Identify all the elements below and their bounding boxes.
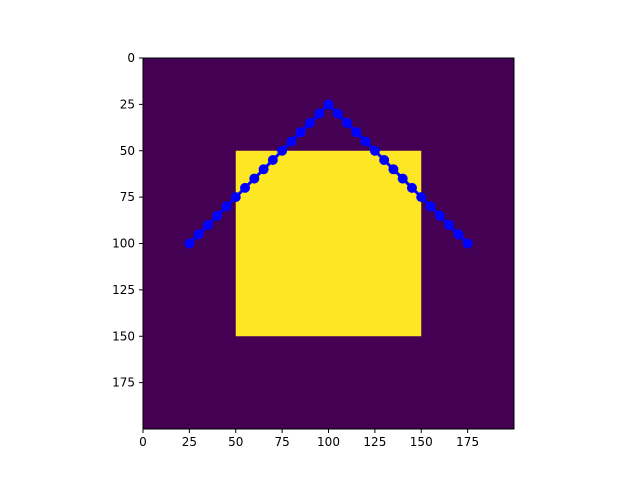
data-point (425, 201, 436, 212)
y-tick-label: 125 (112, 283, 135, 297)
data-point (388, 164, 399, 175)
x-tick-label: 150 (410, 435, 433, 449)
data-point (351, 127, 362, 138)
data-point (462, 238, 473, 249)
data-point (267, 155, 278, 166)
data-point (249, 173, 260, 184)
data-point (397, 173, 408, 184)
data-point (221, 201, 232, 212)
data-point (277, 145, 288, 156)
plot-area (143, 58, 514, 429)
data-point (406, 182, 417, 193)
x-tick-label: 25 (182, 435, 197, 449)
data-point (342, 117, 353, 128)
data-point (286, 136, 297, 147)
data-point (193, 229, 204, 240)
x-tick-label: 50 (228, 435, 243, 449)
data-point (304, 117, 315, 128)
data-point (434, 210, 445, 221)
data-point (332, 108, 343, 119)
x-axis: 0 25 50 75 100 125 150 175 (139, 429, 479, 449)
y-tick-label: 75 (120, 190, 135, 204)
data-point (258, 164, 269, 175)
data-point (314, 108, 325, 119)
data-point (184, 238, 195, 249)
y-tick-label: 0 (127, 51, 135, 65)
y-axis: 0 25 50 75 100 125 150 175 (112, 51, 143, 390)
data-point (444, 219, 455, 230)
y-tick-label: 150 (112, 329, 135, 343)
data-point (295, 127, 306, 138)
data-point (416, 192, 427, 203)
data-point (379, 155, 390, 166)
y-tick-label: 50 (120, 144, 135, 158)
data-point (360, 136, 371, 147)
x-tick-label: 0 (139, 435, 147, 449)
x-tick-label: 75 (274, 435, 289, 449)
data-point (240, 182, 251, 193)
y-tick-label: 175 (112, 376, 135, 390)
data-point (230, 192, 241, 203)
data-point (453, 229, 464, 240)
x-tick-label: 100 (317, 435, 340, 449)
y-tick-label: 25 (120, 97, 135, 111)
data-point (369, 145, 380, 156)
series-layer (184, 99, 473, 249)
data-point (202, 219, 213, 230)
x-tick-label: 175 (456, 435, 479, 449)
data-point (323, 99, 334, 110)
y-tick-label: 100 (112, 237, 135, 251)
data-point (212, 210, 223, 221)
image-region (235, 150, 422, 337)
x-tick-label: 125 (363, 435, 386, 449)
